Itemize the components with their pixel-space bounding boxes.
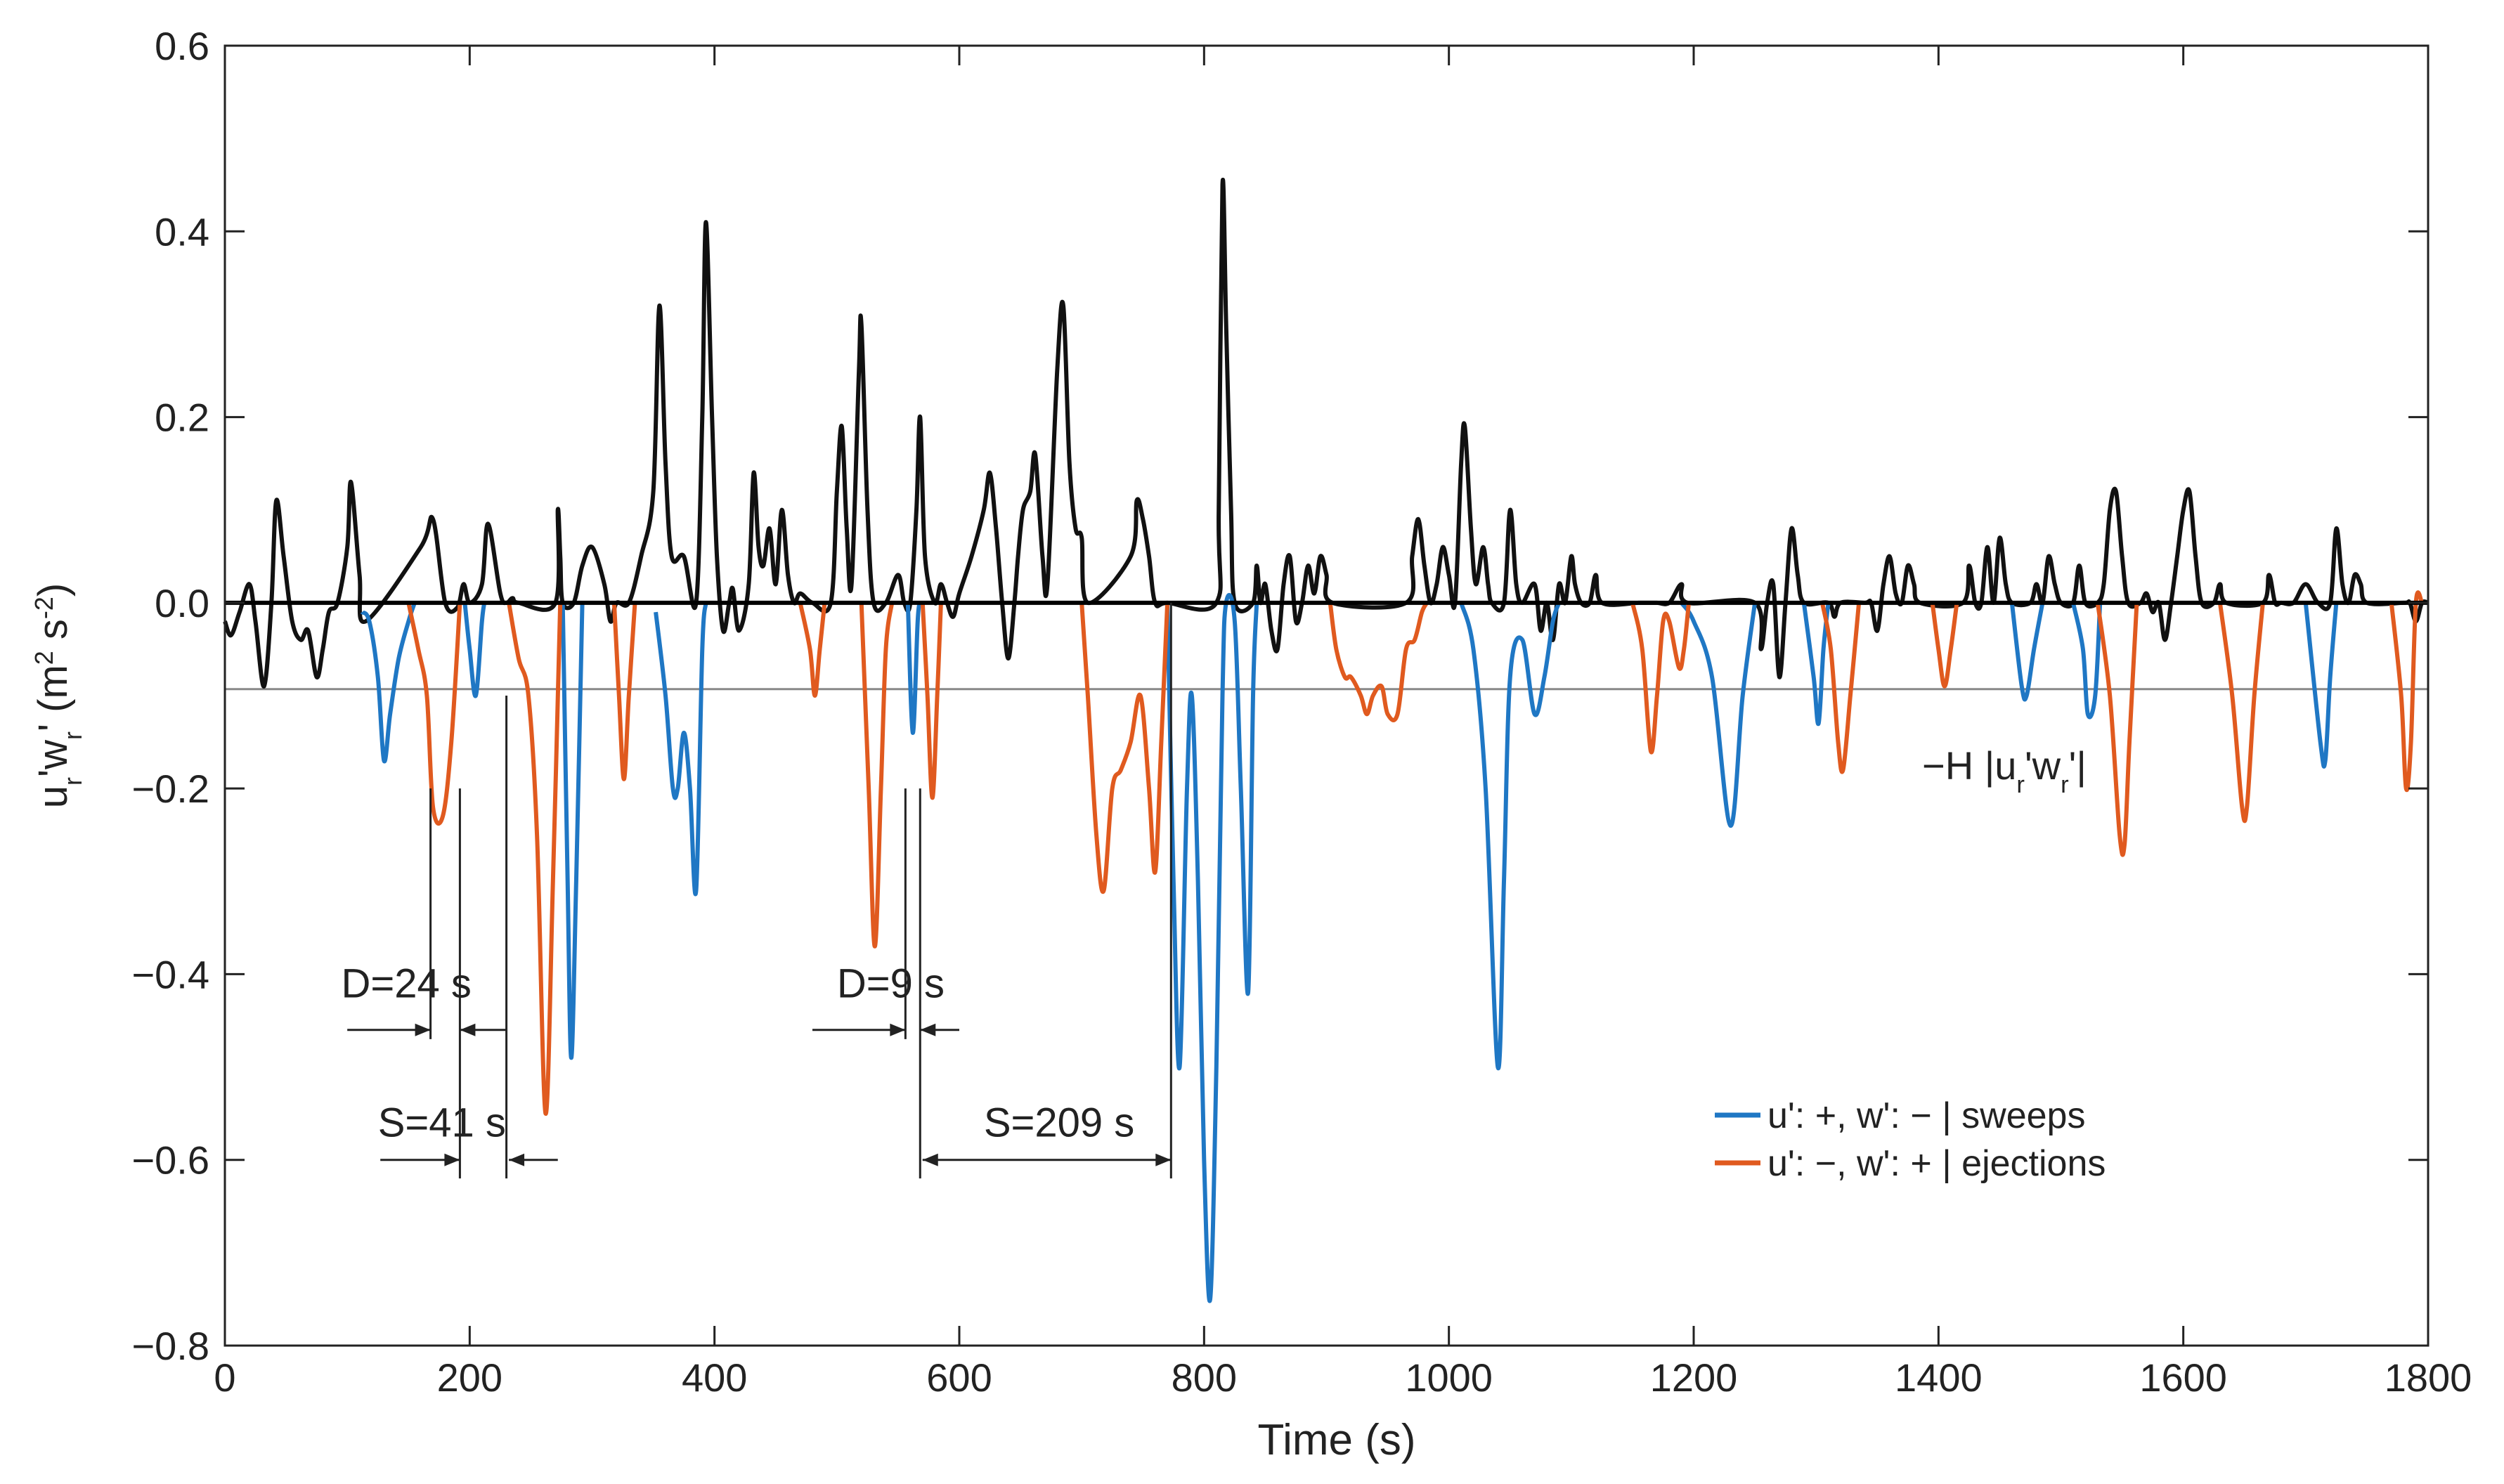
x-tick-label: 1200 bbox=[1650, 1355, 1738, 1400]
series-2-segment-10 bbox=[1930, 602, 1959, 689]
x-tick-label: 800 bbox=[1172, 1355, 1237, 1400]
arrowhead bbox=[444, 1153, 460, 1166]
series-2-segment-6 bbox=[1079, 602, 1170, 894]
x-tick-label: 1600 bbox=[2139, 1355, 2227, 1400]
series-2 bbox=[406, 590, 2425, 1116]
series-2-segment-1 bbox=[507, 602, 563, 1116]
x-tick-label: 600 bbox=[926, 1355, 992, 1400]
x-tick-label: 200 bbox=[437, 1355, 502, 1400]
series-2-segment-5 bbox=[920, 602, 943, 800]
annotation-label-1: S=41 s bbox=[378, 1100, 506, 1146]
series-1-segment-4 bbox=[905, 602, 923, 735]
y-tick-label: 0.4 bbox=[155, 209, 209, 254]
series-1-segment-2 bbox=[560, 602, 585, 1060]
axes-layer: 0 200 400 600 800 1000 1200 1400 1600 1800 0.6 0.4 0… bbox=[30, 24, 2472, 1400]
legend-label-1: u': −, w': + | ejections bbox=[1767, 1143, 2106, 1184]
series-1-segment-5 bbox=[1165, 593, 1259, 1303]
x-tick-label: 1400 bbox=[1895, 1355, 1983, 1400]
series-1-segment-7 bbox=[1680, 601, 1758, 828]
series-2-segment-12 bbox=[2217, 602, 2265, 824]
plot-layer bbox=[223, 177, 2429, 1303]
y-tick-label: 0.0 bbox=[155, 581, 209, 625]
arrowhead bbox=[890, 1023, 906, 1036]
y-axis-label: ur'wr' (m2 s-2) bbox=[30, 583, 87, 808]
series-2-segment-7 bbox=[1328, 601, 1429, 722]
series-1-segment-8 bbox=[1801, 602, 1831, 727]
legend-label-0: u': +, w': − | sweeps bbox=[1767, 1095, 2085, 1136]
arrowhead bbox=[509, 1153, 525, 1166]
y-tick-label: 0.6 bbox=[155, 24, 209, 68]
series-1-segment-6 bbox=[1459, 601, 1562, 1071]
series-1-segment-11 bbox=[2303, 602, 2339, 769]
y-tick-label: −0.4 bbox=[131, 952, 209, 996]
y-tick-label: −0.8 bbox=[131, 1324, 209, 1368]
y-tick-label: −0.6 bbox=[131, 1138, 209, 1183]
y-tick-label: 0.2 bbox=[155, 396, 209, 440]
series-0 bbox=[223, 177, 2429, 689]
series-2-segment-8 bbox=[1630, 602, 1691, 755]
series-2-segment-0 bbox=[406, 602, 462, 826]
annotation-label-3: S=209 s bbox=[984, 1100, 1134, 1146]
arrowhead bbox=[922, 1153, 938, 1166]
x-axis-label: Time (s) bbox=[1258, 1416, 1416, 1464]
series-2-segment-11 bbox=[2095, 602, 2139, 857]
series-1-segment-0 bbox=[360, 601, 417, 764]
series-1-segment-1 bbox=[462, 602, 487, 698]
series-2-segment-3 bbox=[798, 602, 827, 698]
legend: u': +, w': − | sweeps u': −, w': + | ejec… bbox=[1715, 1095, 2106, 1184]
arrowhead bbox=[920, 1023, 936, 1036]
x-tick-label: 1000 bbox=[1405, 1355, 1493, 1400]
arrowhead bbox=[1155, 1153, 1172, 1166]
annotation-label-2: D=9 s bbox=[837, 961, 945, 1006]
annotations-layer: −H |ur'wr'| D=24 s S=41 s D=9 s S=209 s bbox=[341, 602, 2087, 1179]
y-tick-label: −0.2 bbox=[131, 767, 209, 811]
series-1-segment-10 bbox=[2070, 602, 2103, 720]
arrowhead bbox=[460, 1023, 476, 1036]
series-1-segment-9 bbox=[2009, 602, 2045, 702]
plot-frame bbox=[223, 44, 2430, 1347]
series-1 bbox=[360, 593, 2339, 1303]
series-2-segment-4 bbox=[859, 602, 895, 949]
arrowhead bbox=[415, 1023, 431, 1036]
series-2-segment-2 bbox=[611, 602, 637, 781]
x-tick-label: 0 bbox=[214, 1355, 235, 1400]
annotation-label-0: D=24 s bbox=[341, 961, 471, 1006]
x-tick-label: 1800 bbox=[2385, 1355, 2472, 1400]
series-line-signal bbox=[223, 177, 2429, 689]
series-1-segment-3 bbox=[654, 602, 708, 897]
series-2-segment-9 bbox=[1819, 602, 1862, 774]
threshold-label: −H |ur'wr'| bbox=[1922, 743, 2087, 798]
x-tick-label: 400 bbox=[682, 1355, 747, 1400]
